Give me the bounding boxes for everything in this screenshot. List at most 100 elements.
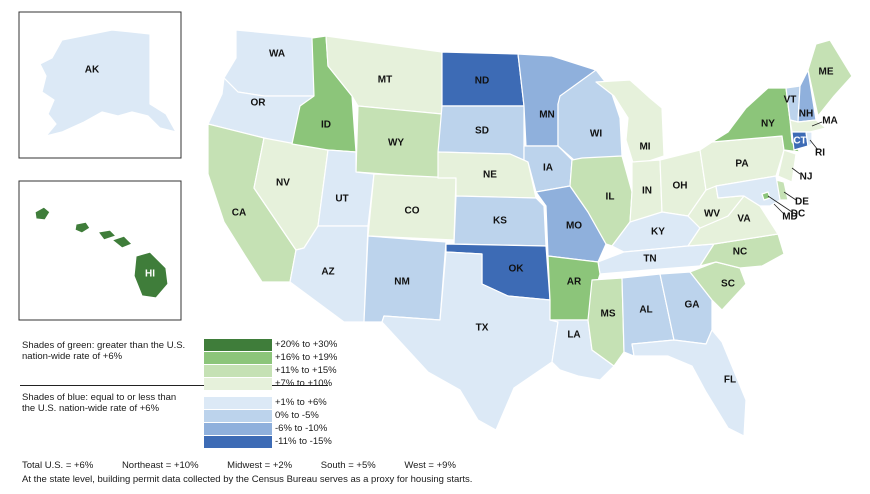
legend-item: +16% to +19% — [204, 351, 394, 364]
label-nj: NJ — [800, 172, 813, 183]
label-ks: KS — [493, 216, 507, 227]
legend-swatch — [204, 409, 272, 422]
legend-swatch — [204, 422, 272, 435]
state-hi[interactable] — [34, 206, 169, 299]
label-ar: AR — [567, 277, 582, 288]
legend-swatch — [204, 351, 272, 364]
label-vt: VT — [784, 95, 797, 106]
label-dc: DC — [791, 209, 805, 220]
legend-swatch — [204, 338, 272, 351]
hawaii-inset-frame — [18, 180, 182, 321]
legend-divider — [20, 385, 328, 386]
legend-item: +7% to +10% — [204, 377, 394, 390]
total-us: Total U.S. = +6% — [22, 460, 94, 471]
legend-blue-heading: Shades of blue: equal to or less than th… — [22, 392, 177, 414]
state-fl[interactable] — [631, 329, 747, 437]
legend-label: +1% to +6% — [275, 397, 327, 408]
legend-item: -6% to -10% — [204, 422, 394, 435]
label-tn: TN — [643, 254, 656, 265]
legend-label: -11% to -15% — [275, 436, 332, 447]
label-de: DE — [795, 197, 809, 208]
state-dc[interactable] — [761, 191, 771, 201]
label-ca: CA — [232, 208, 246, 219]
state-me[interactable] — [807, 39, 853, 117]
state-ri[interactable] — [805, 131, 813, 147]
legend-label: +16% to +19% — [275, 352, 338, 363]
total-midwest: Midwest = +2% — [227, 460, 293, 471]
label-ok: OK — [509, 264, 525, 275]
label-me: ME — [819, 67, 834, 78]
label-al: AL — [639, 305, 652, 316]
legend-label: -6% to -10% — [275, 423, 328, 434]
legend-green-heading: Shades of green: greater than the U.S. n… — [22, 340, 186, 362]
label-il: IL — [606, 192, 615, 203]
label-wv: WV — [704, 209, 720, 220]
state-ks[interactable] — [453, 195, 547, 247]
label-pa: PA — [735, 159, 748, 170]
leader-lines — [767, 121, 823, 215]
label-nc: NC — [733, 247, 747, 258]
state-ak[interactable] — [39, 29, 177, 137]
state-il[interactable] — [569, 155, 633, 247]
legend-item: -11% to -15% — [204, 435, 394, 448]
label-or: OR — [251, 98, 267, 109]
label-mn: MN — [539, 110, 555, 121]
state-nj[interactable] — [777, 149, 797, 183]
legend-label: 0% to -5% — [275, 410, 319, 421]
label-nh: NH — [799, 109, 813, 120]
legend-swatch — [204, 435, 272, 448]
label-ia: IA — [543, 163, 553, 174]
label-mo: MO — [566, 221, 582, 232]
label-nv: NV — [276, 178, 290, 189]
label-wy: WY — [388, 138, 404, 149]
label-ms: MS — [601, 309, 616, 320]
legend-item: +20% to +30% — [204, 338, 394, 351]
state-wa[interactable] — [223, 29, 321, 97]
label-ct: CT — [793, 136, 806, 147]
label-ky: KY — [651, 227, 665, 238]
label-ga: GA — [685, 300, 700, 311]
footnote: At the state level, building permit data… — [22, 474, 473, 485]
legend-label: +20% to +30% — [275, 339, 338, 350]
label-ut: UT — [335, 194, 348, 205]
state-tx[interactable] — [381, 251, 559, 431]
legend-item: 0% to -5% — [204, 409, 394, 422]
legend-swatch — [204, 396, 272, 409]
label-mt: MT — [378, 75, 392, 86]
total-south: South = +5% — [320, 460, 376, 471]
label-ri: RI — [815, 148, 825, 159]
label-id: ID — [321, 120, 331, 131]
legend-swatch — [204, 377, 272, 390]
label-nd: ND — [475, 76, 489, 87]
label-wa: WA — [269, 49, 285, 60]
label-nm: NM — [394, 277, 410, 288]
label-fl: FL — [724, 375, 736, 386]
label-sc: SC — [721, 279, 735, 290]
label-hi: HI — [145, 269, 155, 280]
legend-label: +11% to +15% — [275, 365, 337, 376]
label-ne: NE — [483, 170, 497, 181]
label-in: IN — [642, 186, 652, 197]
label-az: AZ — [321, 267, 334, 278]
label-md: MD — [782, 212, 798, 223]
legend-item: +1% to +6% — [204, 396, 394, 409]
label-tx: TX — [476, 323, 489, 334]
total-northeast: Northeast = +10% — [121, 460, 199, 471]
label-wi: WI — [590, 129, 602, 140]
label-sd: SD — [475, 126, 489, 137]
label-oh: OH — [673, 181, 688, 192]
label-ny: NY — [761, 119, 775, 130]
state-labels: AK HI WA OR CA NV ID MT WY UT CO AZ NM N… — [85, 49, 838, 386]
legend-label: +7% to +10% — [275, 378, 333, 389]
label-va: VA — [737, 214, 750, 225]
legend-item: +11% to +15% — [204, 364, 394, 377]
legend-swatch — [204, 364, 272, 377]
label-mi: MI — [639, 142, 650, 153]
label-co: CO — [405, 206, 420, 217]
regional-totals: Total U.S. = +6% Northeast = +10% Midwes… — [22, 460, 482, 471]
alaska-inset-frame — [18, 11, 182, 159]
label-la: LA — [567, 330, 580, 341]
label-ma: MA — [822, 116, 838, 127]
state-ma[interactable] — [789, 119, 827, 133]
